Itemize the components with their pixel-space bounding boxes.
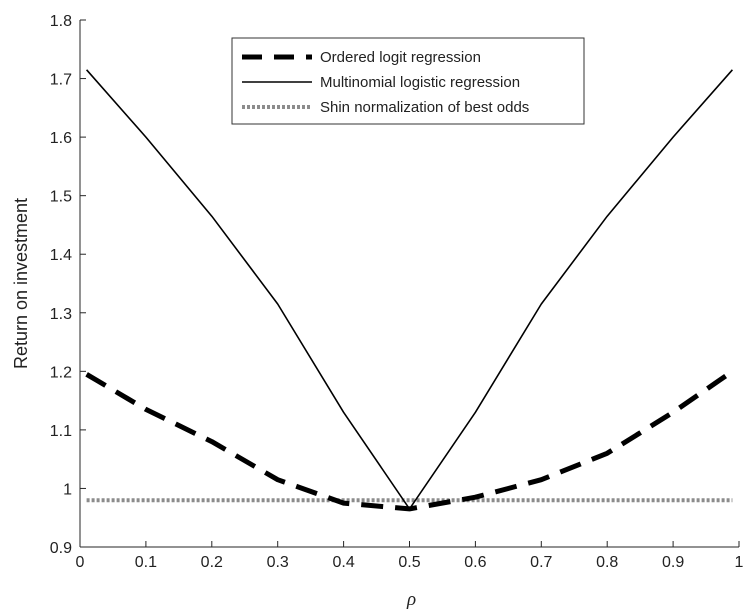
x-tick-label: 0.3: [267, 554, 289, 571]
x-tick-label: 1: [735, 554, 744, 571]
y-tick-label: 0.9: [50, 540, 72, 557]
x-tick-label: 0.4: [332, 554, 354, 571]
y-tick-label: 1: [63, 481, 72, 498]
ticks-layer: 0 0.1 0.2 0.3 0.4 0.5 0.6 0.7 0.8 0.9 1 0.9 1 1.1 1.2 1…: [50, 13, 744, 571]
y-tick-label: 1.5: [50, 189, 72, 206]
series-layer: [85, 69, 734, 512]
x-tick-label: 0.7: [530, 554, 552, 571]
x-tick-label: 0.5: [398, 554, 420, 571]
y-tick-label: 1.1: [50, 423, 72, 440]
x-tick-label: 0.1: [135, 554, 157, 571]
x-tick-label: 0.9: [662, 554, 684, 571]
legend-label-shin: Shin normalization of best odds: [320, 99, 529, 116]
x-axis-title: ρ: [406, 589, 416, 610]
y-tick-label: 1.8: [50, 13, 72, 30]
y-tick-label: 1.6: [50, 130, 72, 147]
legend: Ordered logit regression Multinomial log…: [231, 37, 585, 125]
y-tick-label: 1.2: [50, 364, 72, 381]
legend-label-ordered-logit: Ordered logit regression: [320, 49, 481, 66]
x-tick-label: 0.2: [201, 554, 223, 571]
y-axis-title: Return on investment: [11, 198, 31, 369]
y-tick-label: 1.3: [50, 306, 72, 323]
y-tick-label: 1.7: [50, 72, 72, 89]
x-tick-label: 0.8: [596, 554, 618, 571]
legend-label-multinomial: Multinomial logistic regression: [320, 74, 520, 91]
legend-box: [231, 37, 585, 125]
y-tick-label: 1.4: [50, 247, 72, 264]
x-tick-label: 0.6: [464, 554, 486, 571]
x-tick-label: 0: [76, 554, 85, 571]
series-line-0: [85, 369, 734, 512]
